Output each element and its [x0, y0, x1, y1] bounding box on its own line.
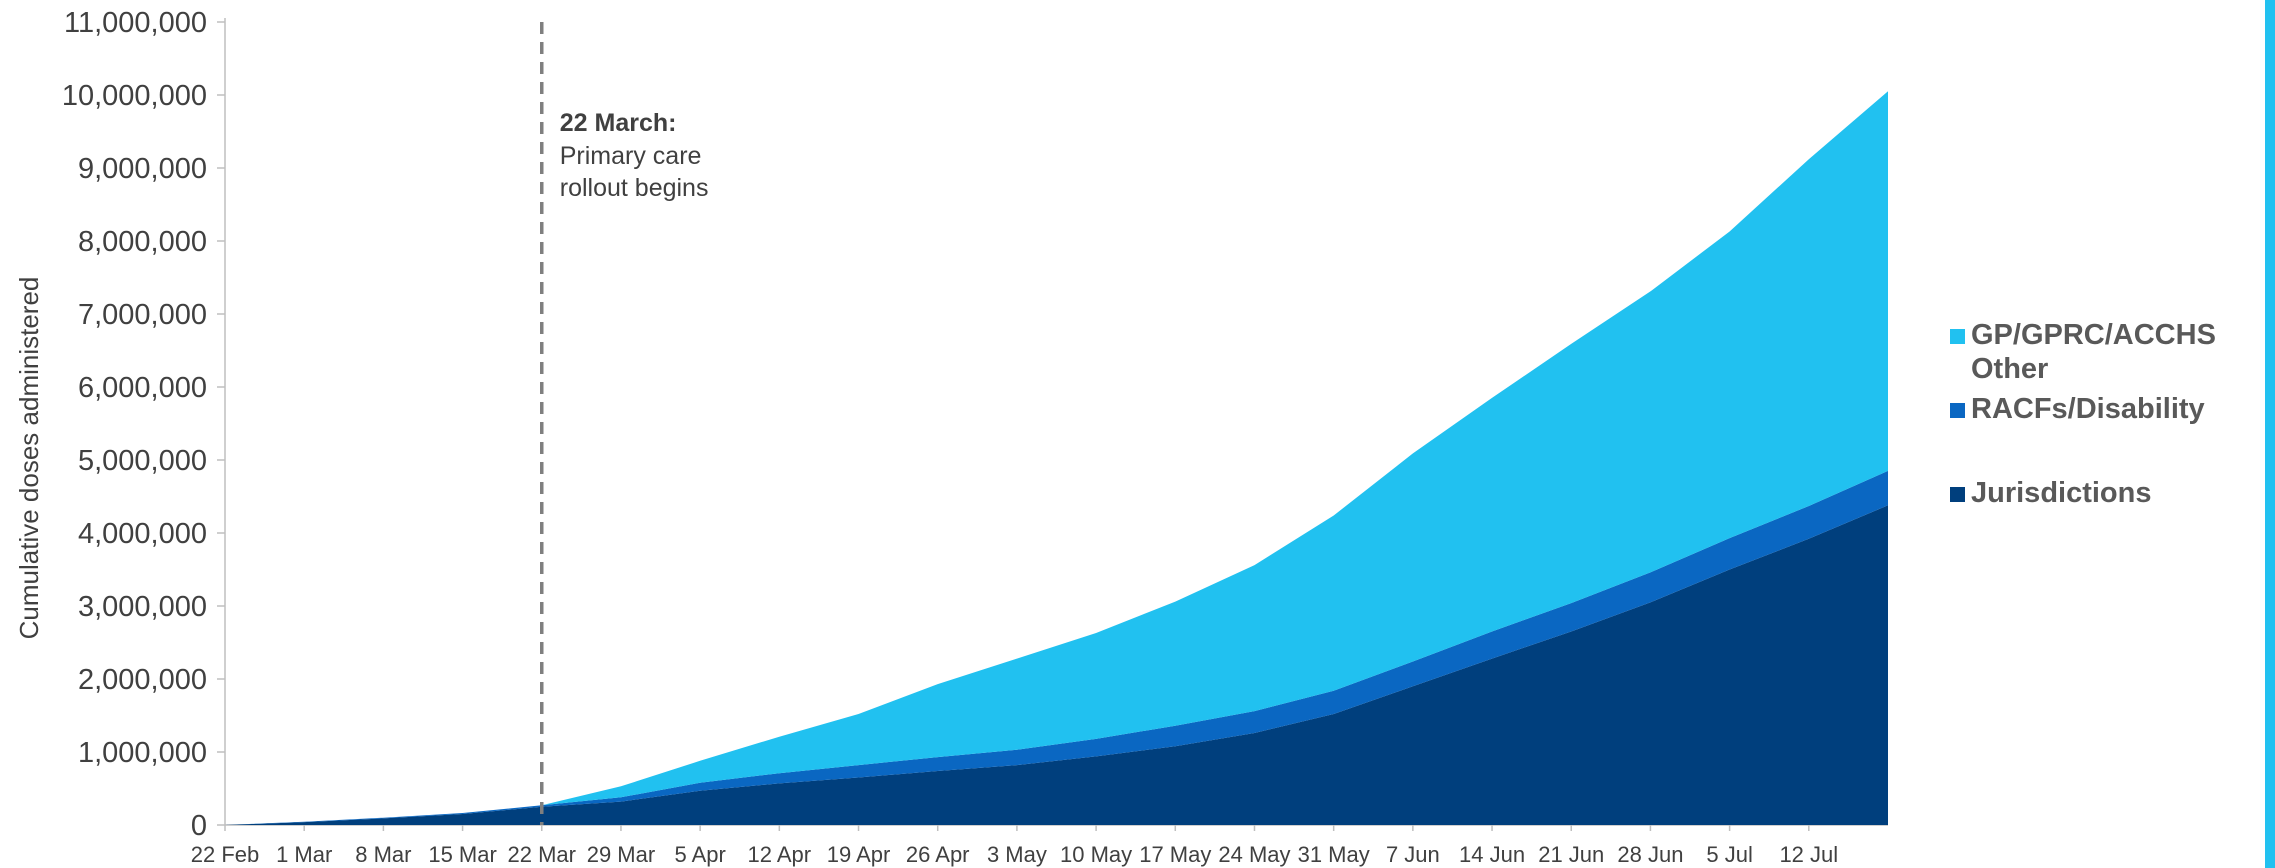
legend-label-gp-line2: Other	[1971, 353, 2049, 385]
x-tick-label: 26 Apr	[906, 842, 970, 867]
annotation-line-1: Primary care	[560, 142, 702, 170]
annotation-layer: 22 March: Primary care rollout begins	[540, 22, 709, 825]
x-tick-label: 10 May	[1060, 842, 1132, 867]
legend-swatch-jurisdictions	[1950, 487, 1965, 502]
y-tick-label: 4,000,000	[78, 518, 207, 550]
y-tick-label: 11,000,000	[64, 7, 207, 39]
x-tick-label: 17 May	[1139, 842, 1211, 867]
area-series-2	[225, 91, 1888, 826]
legend-label-racfs: RACFs/Disability	[1971, 393, 2205, 425]
x-tick-label: 22 Feb	[191, 842, 260, 867]
area-series-0	[225, 505, 1888, 825]
y-axis-label: Cumulative doses administered	[14, 277, 44, 640]
y-tick-label: 0	[191, 810, 207, 842]
legend-label-jurisdictions: Jurisdictions	[1971, 477, 2152, 509]
x-tick-label: 5 Jul	[1706, 842, 1752, 867]
y-tick-label: 10,000,000	[62, 80, 207, 112]
x-tick-label: 15 Mar	[428, 842, 496, 867]
x-tick-label: 5 Apr	[674, 842, 725, 867]
legend-label-gp-line1: GP/GPRC/ACCHS	[1971, 319, 2216, 351]
y-tick-label: 6,000,000	[78, 372, 207, 404]
y-tick-label: 5,000,000	[78, 445, 207, 477]
x-tick-label: 28 Jun	[1617, 842, 1683, 867]
y-tick-label: 2,000,000	[78, 664, 207, 696]
legend-item-racfs: RACFs/Disability	[1950, 392, 2270, 426]
legend-item-gp: GP/GPRC/ACCHS Other	[1950, 318, 2270, 386]
x-tick-label: 19 Apr	[827, 842, 891, 867]
accent-bar	[2265, 0, 2275, 868]
x-tick-label: 12 Apr	[748, 842, 812, 867]
legend-item-jurisdictions: Jurisdictions	[1950, 476, 2270, 510]
x-tick-label: 21 Jun	[1538, 842, 1604, 867]
legend-label-gp: GP/GPRC/ACCHS Other	[1971, 318, 2216, 386]
y-tick-label: 3,000,000	[78, 591, 207, 623]
x-tick-label: 24 May	[1218, 842, 1290, 867]
tick-labels-layer: 0 1,000,000 2,000,000 3,000,000 4,000,000 5,0…	[62, 7, 1838, 867]
x-tick-label: 31 May	[1298, 842, 1370, 867]
area-series-1	[225, 470, 1888, 825]
y-tick-label: 7,000,000	[78, 299, 207, 331]
x-tick-label: 3 May	[987, 842, 1047, 867]
y-tick-label: 9,000,000	[78, 153, 207, 185]
x-tick-label: 29 Mar	[587, 842, 655, 867]
legend: GP/GPRC/ACCHS Other RACFs/Disability Jur…	[1950, 318, 2270, 524]
y-tick-label: 1,000,000	[78, 737, 207, 769]
x-tick-label: 12 Jul	[1779, 842, 1838, 867]
annotation-text: 22 March: Primary care rollout begins	[560, 109, 709, 202]
x-tick-label: 14 Jun	[1459, 842, 1525, 867]
x-tick-label: 8 Mar	[355, 842, 411, 867]
x-tick-label: 1 Mar	[276, 842, 332, 867]
legend-swatch-racfs	[1950, 403, 1965, 418]
annotation-title: 22 March:	[560, 109, 677, 137]
legend-swatch-gp	[1950, 329, 1965, 344]
annotation-line-2: rollout begins	[560, 174, 709, 202]
y-tick-label: 8,000,000	[78, 226, 207, 258]
stacked-area-layer	[225, 91, 1888, 826]
x-tick-label: 22 Mar	[508, 842, 576, 867]
x-tick-label: 7 Jun	[1386, 842, 1440, 867]
